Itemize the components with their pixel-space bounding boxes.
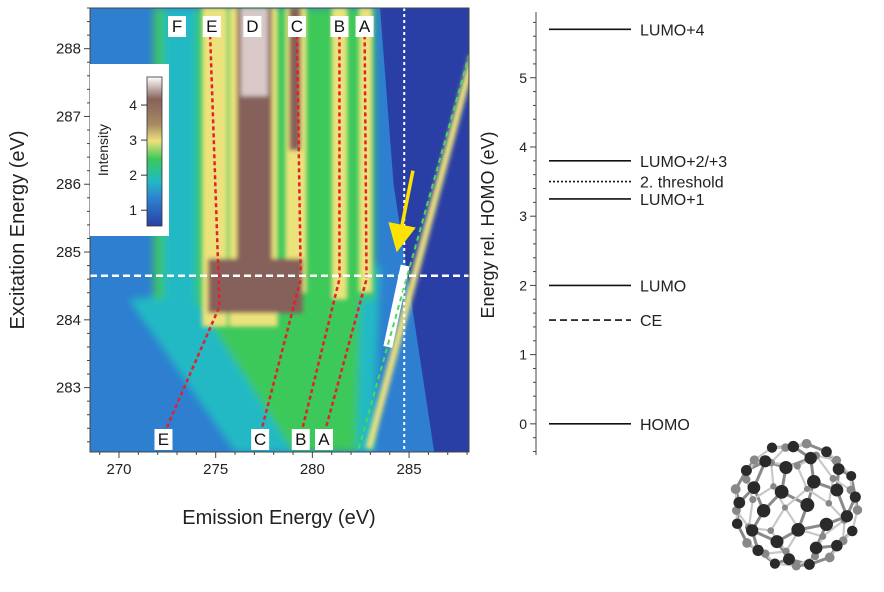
- heatmap-overlays: [90, 8, 469, 452]
- heatmap-intensity-map: [90, 8, 469, 452]
- x-axis: 270 275 280 285: [90, 451, 469, 478]
- peak-label-a: A: [355, 16, 374, 37]
- peak-label-b: B: [330, 16, 349, 37]
- energy-tick-label: 0: [519, 416, 527, 432]
- x-tick-label: 275: [203, 461, 228, 478]
- colorbar-tick-label: 3: [129, 132, 137, 148]
- heatmap-chart: 270 275 280 285 283 284 285 286 287 288 Emission…: [7, 7, 470, 529]
- peak-label-f: F: [168, 16, 187, 37]
- y-axis: 283 284 285 286 287 288: [56, 7, 91, 452]
- y-tick-label: 283: [56, 380, 81, 397]
- dispersion-line-1: [258, 28, 303, 436]
- svg-text:D: D: [246, 17, 258, 36]
- energy-level-lumo-1: LUMO+1: [549, 192, 705, 209]
- svg-text:A: A: [318, 430, 330, 449]
- svg-text:HOMO: HOMO: [640, 417, 690, 434]
- dispersion-line-2: [299, 28, 341, 436]
- svg-text:LUMO+1: LUMO+1: [640, 192, 705, 209]
- y-tick-label: 286: [56, 176, 81, 193]
- dispersion-line-0: [162, 28, 221, 436]
- elastic-peak: [365, 56, 469, 450]
- colorbar: 1 2 3 4 Intensity: [90, 64, 169, 236]
- energy-tick-label: 3: [519, 208, 527, 224]
- energy-tick-label: 1: [519, 347, 527, 363]
- svg-text:F: F: [172, 17, 182, 36]
- energy-axis-title: Energy rel. HOMO (eV): [478, 131, 498, 318]
- svg-text:C: C: [254, 430, 266, 449]
- peak-label-b: B: [291, 429, 310, 450]
- peak-label-e: E: [202, 16, 221, 37]
- energy-level-lumo-2-3: LUMO+2/+3: [549, 154, 727, 171]
- y-tick-label: 284: [56, 312, 81, 329]
- dispersion-line-3: [322, 28, 368, 436]
- svg-text:C: C: [291, 17, 303, 36]
- svg-text:2. threshold: 2. threshold: [640, 175, 724, 192]
- energy-tick-label: 5: [519, 70, 527, 86]
- svg-text:CE: CE: [640, 313, 662, 330]
- colorbar-label: Intensity: [95, 124, 111, 176]
- svg-text:LUMO+4: LUMO+4: [640, 22, 705, 39]
- svg-text:LUMO+2/+3: LUMO+2/+3: [640, 154, 727, 171]
- y-tick-label: 288: [56, 41, 81, 58]
- colorbar-gradient: [146, 76, 163, 227]
- energy-tick-label: 4: [519, 139, 527, 155]
- x-tick-label: 285: [397, 461, 422, 478]
- x-axis-title: Emission Energy (eV): [182, 507, 375, 529]
- energy-level-ce: CE: [549, 313, 662, 330]
- energy-level-chart: 0 1 2 3 4 5 LUMO+4 LUMO+2/+3 2. thresholdLUMO+1…: [478, 12, 727, 455]
- y-tick-label: 287: [56, 108, 81, 125]
- colorbar-tick-label: 2: [129, 167, 137, 183]
- y-tick-label: 285: [56, 244, 81, 261]
- energy-level-lumo-4: LUMO+4: [549, 22, 705, 39]
- y-axis-title: Excitation Energy (eV): [7, 131, 29, 330]
- x-tick-label: 270: [106, 461, 131, 478]
- svg-text:B: B: [295, 430, 306, 449]
- colorbar-ticks: 1 2 3 4: [129, 97, 147, 218]
- peak-label-a: A: [314, 429, 333, 450]
- svg-text:E: E: [206, 17, 217, 36]
- svg-text:B: B: [334, 17, 345, 36]
- energy-level-lumo: LUMO: [549, 278, 686, 295]
- svg-text:LUMO: LUMO: [640, 278, 686, 295]
- x-tick-label: 280: [300, 461, 325, 478]
- energy-level-2-threshold: 2. threshold: [549, 175, 724, 192]
- energy-level-homo: HOMO: [549, 417, 690, 434]
- c60-molecule-image: [730, 438, 863, 571]
- peak-label-c: C: [287, 16, 306, 37]
- energy-axis: 0 1 2 3 4 5: [519, 12, 537, 455]
- peak-label-c: C: [251, 429, 270, 450]
- energy-tick-label: 2: [519, 277, 527, 293]
- map-peak-streaks: [202, 8, 373, 327]
- svg-text:A: A: [359, 17, 371, 36]
- svg-text:E: E: [158, 430, 169, 449]
- peak-label-d: D: [243, 16, 262, 37]
- colorbar-tick-label: 4: [129, 97, 137, 113]
- colorbar-tick-label: 1: [129, 202, 137, 218]
- arrow-icon: [388, 170, 416, 253]
- peak-label-e: E: [154, 429, 173, 450]
